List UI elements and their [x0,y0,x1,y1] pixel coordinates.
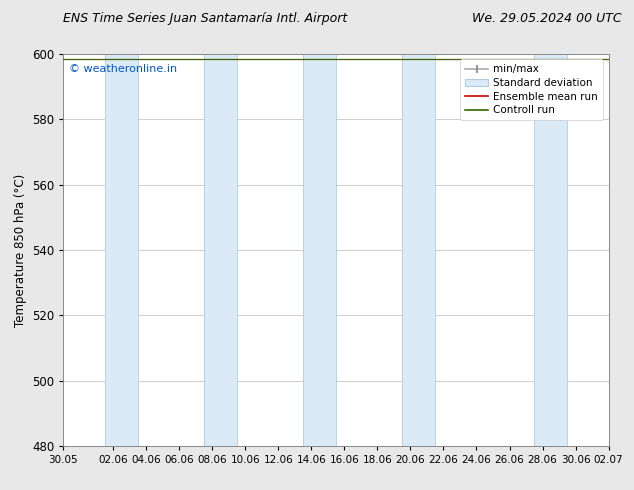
Bar [105,54,138,446]
Text: ENS Time Series Juan Santamaría Intl. Airport: ENS Time Series Juan Santamaría Intl. Ai… [63,12,347,25]
Bar [402,54,435,446]
Y-axis label: Temperature 850 hPa (°C): Temperature 850 hPa (°C) [13,173,27,326]
Text: © weatheronline.in: © weatheronline.in [69,64,177,74]
Bar [204,54,237,446]
Text: We. 29.05.2024 00 UTC: We. 29.05.2024 00 UTC [472,12,621,25]
Bar [534,54,567,446]
Legend: min/max, Standard deviation, Ensemble mean run, Controll run: min/max, Standard deviation, Ensemble me… [460,59,604,121]
Bar [303,54,336,446]
